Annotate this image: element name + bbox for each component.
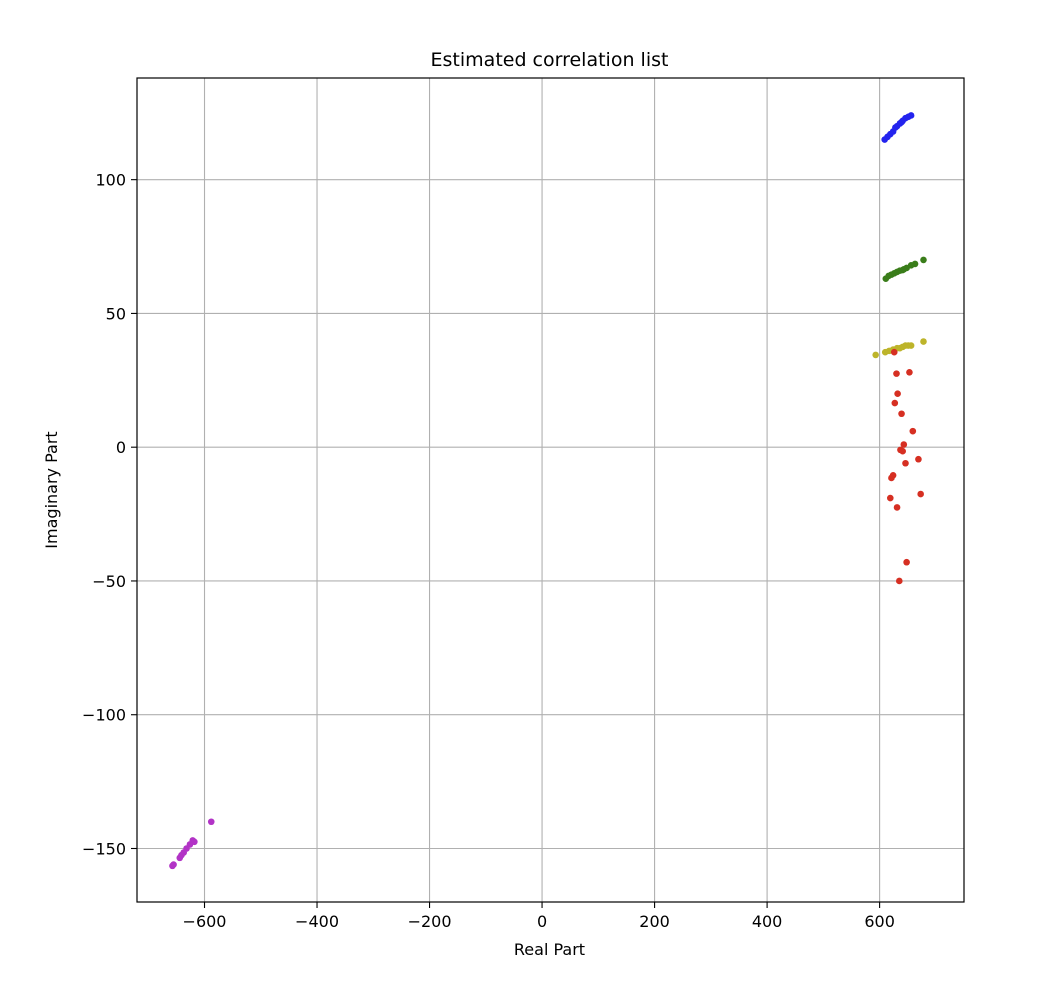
data-point	[900, 441, 908, 448]
data-point	[894, 390, 901, 397]
chart-title: Estimated correlation list	[431, 49, 669, 71]
x-tick-label: 200	[639, 912, 670, 931]
data-point	[176, 854, 184, 862]
y-tick-label: −100	[82, 706, 126, 725]
axis-ticks: −600 −400 −200 0 200 400 600 −150 −100 −50 0 50 100	[82, 171, 895, 931]
y-tick-label: 50	[106, 304, 126, 323]
data-point	[899, 447, 906, 455]
data-point	[902, 459, 909, 467]
data-point	[903, 558, 910, 566]
data-point	[911, 260, 919, 268]
data-point	[872, 351, 879, 359]
x-tick-label: 0	[537, 912, 547, 931]
data-point	[915, 455, 922, 463]
data-point	[920, 256, 927, 264]
x-tick-label: −200	[408, 912, 452, 931]
data-point	[893, 370, 900, 377]
x-axis-label: Real Part	[514, 940, 585, 959]
data-point	[909, 427, 917, 435]
y-tick-label: 100	[95, 171, 126, 190]
data-point	[898, 410, 905, 418]
x-tick-label: −400	[295, 912, 339, 931]
data-point	[907, 342, 915, 349]
plot-frame	[136, 77, 965, 903]
y-tick-label: −50	[92, 572, 126, 591]
y-axis-label: Imaginary Part	[42, 431, 61, 548]
data-point	[920, 338, 927, 345]
data-point	[906, 368, 913, 376]
data-point	[888, 474, 895, 482]
y-tick-label: −150	[82, 839, 126, 858]
data-point	[207, 818, 215, 826]
data-point	[896, 577, 903, 585]
data-point	[892, 124, 899, 131]
data-points	[169, 112, 927, 870]
grid-lines	[137, 78, 964, 902]
data-point	[169, 862, 176, 870]
data-point	[890, 348, 898, 356]
data-point	[899, 266, 906, 274]
data-point	[907, 112, 915, 119]
data-point	[898, 118, 905, 126]
y-tick-label: 0	[116, 438, 126, 457]
data-point	[893, 504, 901, 511]
x-tick-label: −600	[183, 912, 227, 931]
x-tick-label: 600	[864, 912, 895, 931]
data-point	[917, 490, 924, 498]
x-tick-label: 400	[752, 912, 783, 931]
data-point	[891, 399, 899, 407]
data-point	[887, 494, 894, 502]
